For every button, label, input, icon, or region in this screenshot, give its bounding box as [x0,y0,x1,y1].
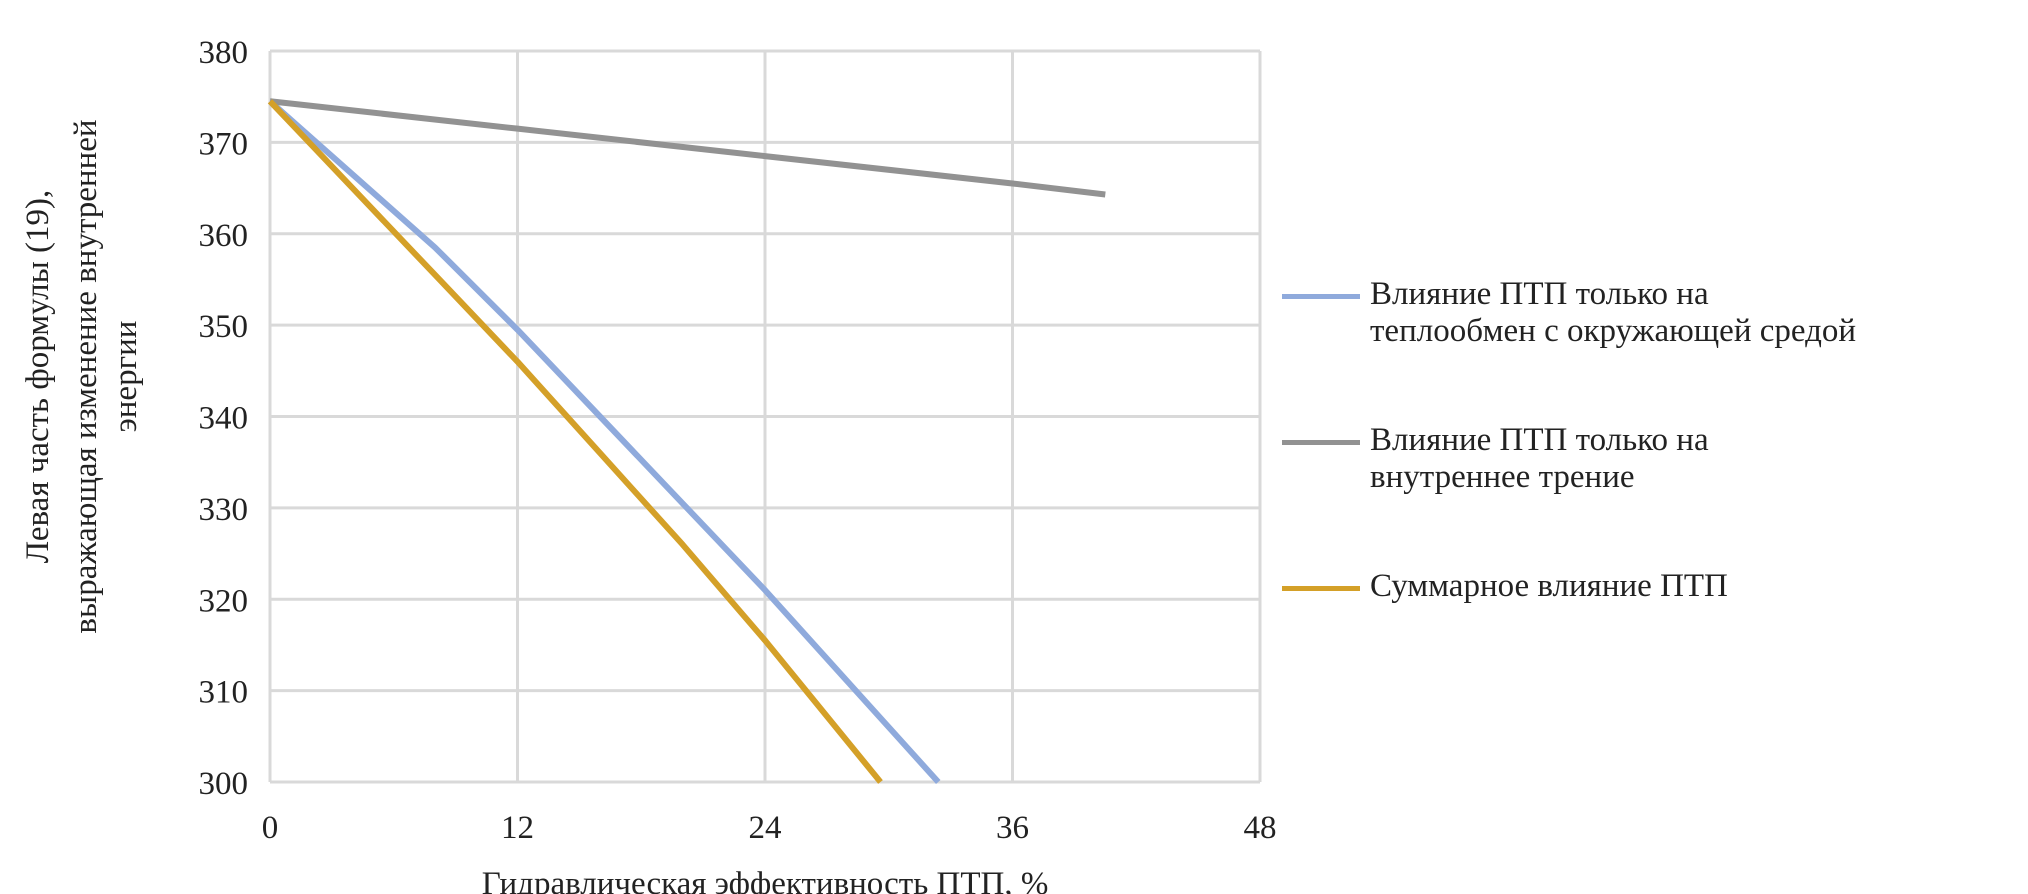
legend-text: внутреннее трение [1370,459,1635,495]
x-tick-label: 36 [996,810,1029,846]
legend-text: Влияние ПТП только на [1370,276,1709,312]
y-tick-label: 350 [199,309,249,345]
y-axis-label: энергии [108,321,144,433]
series-line-1 [269,98,1106,198]
legend-text: Влияние ПТП только на [1370,422,1709,458]
legend-swatch-total [1282,586,1360,591]
y-tick-label: 330 [199,492,249,528]
legend-swatch-heat-exchange [1282,294,1360,299]
y-tick-label: 360 [199,218,249,254]
y-tick-label: 310 [199,675,249,711]
y-tick-label: 320 [199,583,249,619]
y-axis-label: Левая часть формулы (19), [20,190,56,564]
y-tick-label: 370 [199,126,249,162]
series-line-0 [268,99,941,785]
y-tick-label: 380 [199,35,249,71]
series-line-2 [267,99,883,784]
x-tick-label: 0 [262,810,279,846]
y-tick-label: 340 [199,401,249,437]
legend-text: Суммарное влияние ПТП [1370,568,1728,604]
legend-swatch-internal-friction [1282,440,1360,445]
x-tick-label: 24 [749,810,782,846]
legend-text: теплообмен с окружающей средой [1370,313,1857,349]
x-tick-label: 48 [1244,810,1277,846]
y-axis-label: выражающая изменение внутренней [68,119,104,633]
legend-label-internal-friction: Влияние ПТП только на внутреннее трение [1370,422,1709,496]
x-axis-label: Гидравлическая эффективность ПТП, % [482,866,1049,894]
legend-label-heat-exchange: Влияние ПТП только на теплообмен с окруж… [1370,276,1856,350]
y-tick-label: 300 [199,766,249,802]
legend-label-total: Суммарное влияние ПТП [1370,568,1728,605]
x-tick-label: 12 [501,810,534,846]
